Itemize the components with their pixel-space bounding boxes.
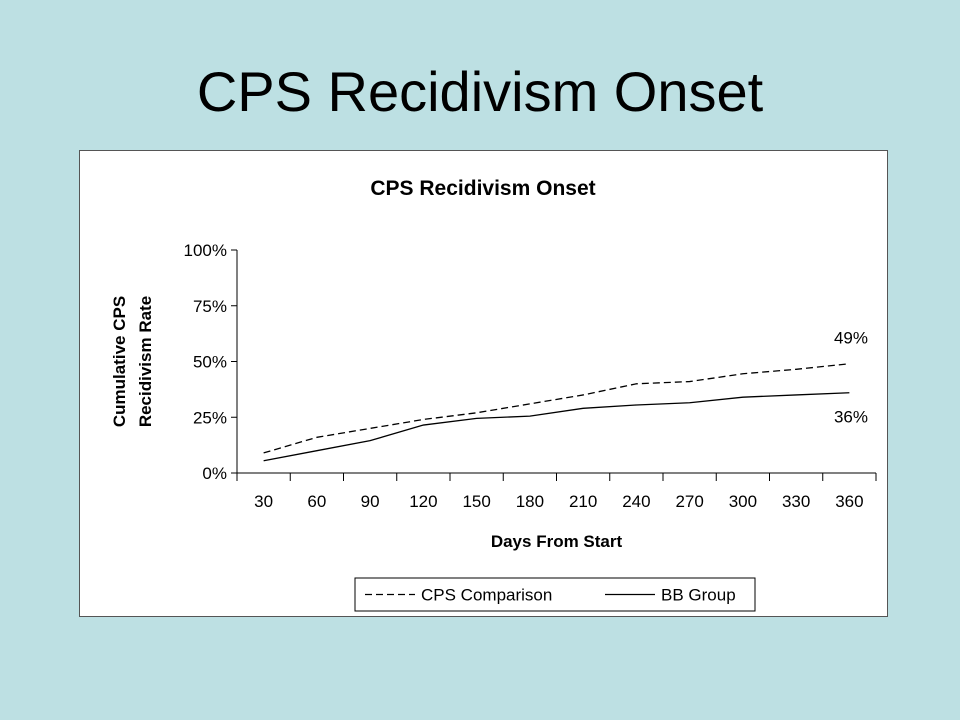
y-tick-label: 100% <box>184 241 227 260</box>
x-tick-label: 150 <box>462 492 490 511</box>
legend-entry: CPS Comparison <box>421 586 552 605</box>
x-tick-label: 300 <box>729 492 757 511</box>
chart-svg: CPS Recidivism Onset 0% 25% 50% 75% 100% 30 60 9… <box>110 177 877 612</box>
series-end-label: 36% <box>834 408 868 427</box>
x-tick-label: 120 <box>409 492 437 511</box>
y-axis-label-line: Recidivism Rate <box>136 296 155 427</box>
chart-panel: CPS Recidivism Onset 0% 25% 50% 75% 100% 30 60 9… <box>79 150 888 617</box>
y-axis-label-line: Cumulative CPS <box>110 296 129 427</box>
x-tick-label: 180 <box>516 492 544 511</box>
x-tick-label: 360 <box>835 492 863 511</box>
legend-entry: BB Group <box>661 586 736 605</box>
y-tick-label: 50% <box>193 353 227 372</box>
legend-box <box>354 577 756 612</box>
y-tick-label: 75% <box>193 297 227 316</box>
series-line-bb-group <box>263 392 850 462</box>
y-tick-label: 25% <box>193 408 227 427</box>
x-tick-label: 330 <box>782 492 810 511</box>
series-end-label: 49% <box>834 329 868 348</box>
x-tick-label: 60 <box>307 492 326 511</box>
y-tick-label: 0% <box>202 464 227 483</box>
x-tick-label: 90 <box>361 492 380 511</box>
series-line-cps-comparison <box>263 363 850 454</box>
chart-title: CPS Recidivism Onset <box>370 177 595 200</box>
x-axis-label: Days From Start <box>491 532 623 551</box>
x-tick-label: 270 <box>675 492 703 511</box>
x-tick-label: 30 <box>254 492 273 511</box>
x-tick-label: 210 <box>569 492 597 511</box>
slide-title: CPS Recidivism Onset <box>196 60 764 123</box>
x-tick-label: 240 <box>622 492 650 511</box>
